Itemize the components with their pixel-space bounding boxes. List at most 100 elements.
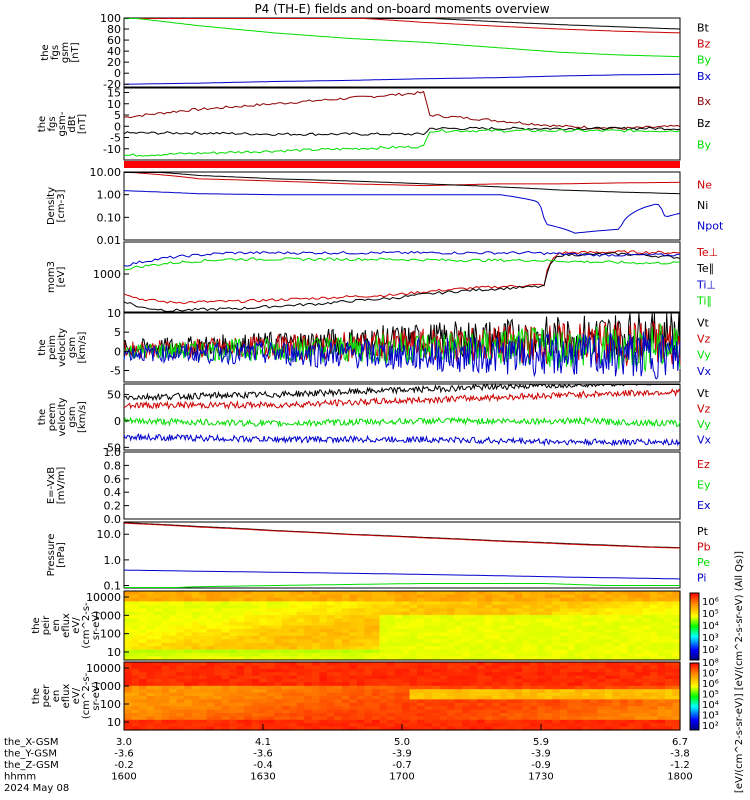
spectrogram-cell	[642, 622, 651, 626]
spectrogram-cell	[619, 668, 628, 673]
spectrogram-cell	[649, 649, 658, 654]
spectrogram-cell	[559, 632, 568, 637]
spectrogram-cell	[582, 668, 591, 673]
spectrogram-cell	[454, 646, 463, 651]
spectrogram-cell	[627, 709, 636, 714]
spectrogram-cell	[672, 625, 681, 630]
spectrogram-cell	[634, 656, 643, 661]
spectrogram-cell	[634, 662, 643, 666]
spectrogram-cell	[124, 639, 133, 644]
spectrogram-cell	[604, 675, 613, 680]
spectrogram-cell	[251, 629, 260, 633]
spectrogram-cell	[544, 656, 553, 661]
spectrogram-cell	[447, 665, 456, 670]
spectrogram-cell	[139, 726, 148, 731]
spectrogram-cell	[642, 699, 651, 704]
spectrogram-cell	[604, 622, 613, 626]
spectrogram-cell	[627, 632, 636, 637]
spectrogram-cell	[387, 679, 396, 683]
spectrogram-cell	[665, 668, 674, 673]
spectrogram-cell	[326, 646, 335, 651]
spectrogram-cell	[139, 682, 148, 687]
spectrogram-cell	[469, 662, 478, 666]
spectrogram-cell	[567, 622, 576, 626]
spectrogram-cell	[199, 653, 208, 658]
spectrogram-cell	[236, 653, 245, 658]
spectrogram-cell	[582, 685, 591, 690]
spectrogram-cell	[604, 618, 613, 623]
spectrogram-cell	[199, 689, 208, 694]
spectrogram-cell	[537, 635, 546, 640]
spectrogram-cell	[191, 611, 200, 616]
spectrogram-cell	[161, 611, 170, 616]
spectrogram-cell	[597, 642, 606, 647]
spectrogram-cell	[169, 594, 178, 599]
spectrogram-cell	[169, 685, 178, 690]
spectrogram-cell	[191, 604, 200, 609]
spectrogram-cell	[341, 706, 350, 711]
spectrogram-cell	[326, 726, 335, 731]
spectrogram-cell	[477, 591, 486, 595]
spectrogram-cell	[244, 689, 253, 694]
spectrogram-cell	[642, 615, 651, 620]
spectrogram-cell	[642, 625, 651, 630]
spectrogram-cell	[649, 709, 658, 714]
spectrogram-cell	[311, 601, 320, 606]
spectrogram-cell	[229, 719, 238, 724]
spectrogram-cell	[296, 608, 305, 613]
spectrogram-cell	[371, 649, 380, 654]
spectrogram-cell	[552, 618, 561, 623]
spectrogram-cell	[409, 685, 418, 690]
spectrogram-cell	[469, 716, 478, 721]
spectrogram-cell	[507, 618, 516, 623]
spectrogram-cell	[529, 611, 538, 616]
spectrogram-cell	[582, 608, 591, 613]
spectrogram-cell	[379, 601, 388, 606]
spectrogram-cell	[417, 662, 426, 666]
spectrogram-cell	[612, 709, 621, 714]
spectrogram-cell	[402, 611, 411, 616]
spectrogram-cell	[281, 716, 290, 721]
spectrogram-cell	[619, 713, 628, 717]
spectrogram-cell	[154, 594, 163, 599]
spectrogram-cell	[672, 618, 681, 623]
spectrogram-cell	[169, 649, 178, 654]
spectrogram-cell	[439, 699, 448, 704]
spectrogram-cell	[522, 635, 531, 640]
spectrogram-cell	[124, 723, 133, 728]
spectrogram-cell	[627, 675, 636, 680]
spectrogram-cell	[432, 685, 441, 690]
spectrogram-cell	[522, 639, 531, 644]
spectrogram-cell	[469, 597, 478, 602]
spectrogram-cell	[349, 611, 358, 616]
spectrogram-cell	[529, 649, 538, 654]
y-tick-label: 10	[107, 716, 121, 729]
spectrogram-cell	[462, 689, 471, 694]
spectrogram-cell	[139, 696, 148, 700]
spectrogram-cell	[574, 719, 583, 724]
spectrogram-cell	[627, 646, 636, 651]
spectrogram-cell	[552, 685, 561, 690]
spectrogram-cell	[221, 618, 230, 623]
spectrogram-cell	[447, 679, 456, 683]
spectrogram-cell	[349, 702, 358, 707]
spectrogram-cell	[341, 635, 350, 640]
spectrogram-cell	[304, 653, 313, 658]
spectrogram-cell	[296, 726, 305, 731]
spectrogram-cell	[522, 692, 531, 697]
spectrogram-cell	[522, 702, 531, 707]
spectrogram-cell	[191, 689, 200, 694]
spectrogram-cell	[537, 709, 546, 714]
spectrogram-cell	[371, 618, 380, 623]
spectrogram-cell	[296, 604, 305, 609]
spectrogram-cell	[537, 689, 546, 694]
spectrogram-cell	[567, 682, 576, 687]
spectrogram-cell	[522, 597, 531, 602]
spectrogram-cell	[214, 656, 223, 661]
spectrogram-cell	[259, 696, 268, 700]
spectrogram-cell	[559, 622, 568, 626]
spectrogram-cell	[349, 682, 358, 687]
spectrogram-cell	[266, 726, 275, 731]
spectrogram-cell	[462, 594, 471, 599]
